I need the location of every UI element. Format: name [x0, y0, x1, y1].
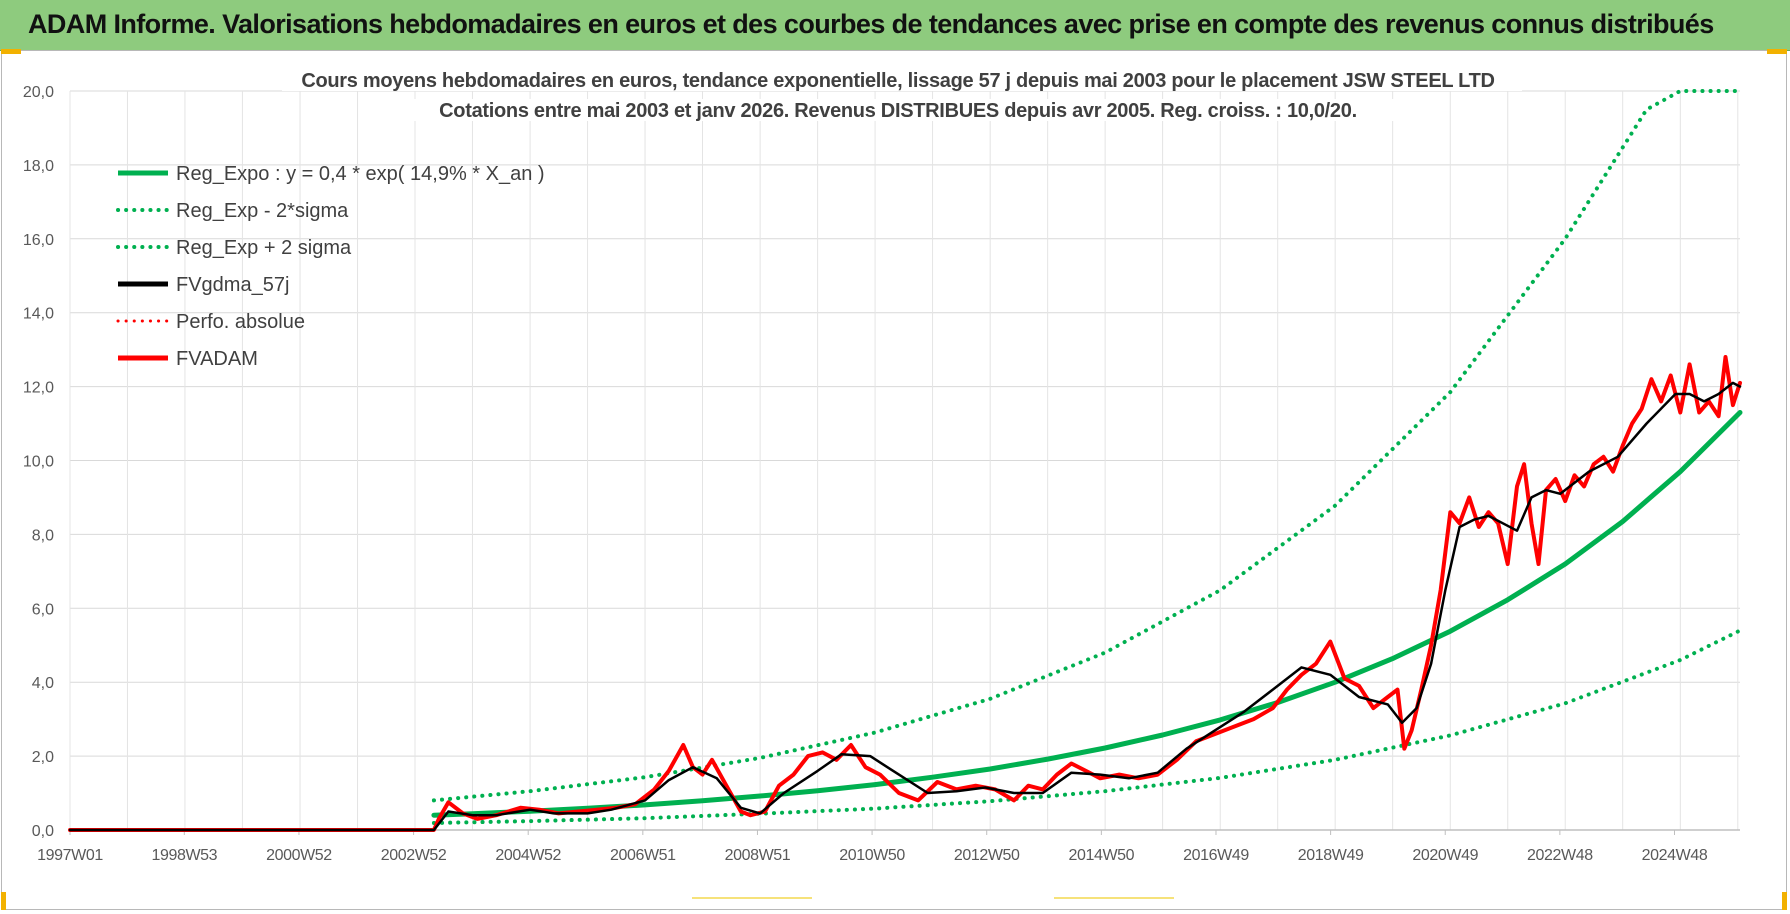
y-tick-label: 6,0 [32, 601, 54, 618]
y-tick-label: 18,0 [23, 158, 54, 175]
legend-label: FVgdma_57j [176, 274, 289, 296]
corner-mark-top-left [1, 49, 21, 54]
chart-titles: Cours moyens hebdomadaires en euros, ten… [282, 69, 1522, 122]
series-line [431, 410, 1743, 818]
legend-label: Reg_Expo : y = 0,4 * exp( 14,9% * X_an ) [176, 163, 545, 185]
y-tick-label: 16,0 [23, 232, 54, 249]
x-tick-label: 2024W48 [1642, 847, 1708, 864]
series-line [68, 355, 1742, 832]
y-tick-label: 20,0 [23, 84, 54, 101]
x-tick-label: 2020W49 [1412, 847, 1478, 864]
series-line [68, 381, 1742, 832]
x-tick-label: 2008W51 [725, 847, 791, 864]
legend-label: FVADAM [176, 348, 258, 370]
x-tick-label: 2014W50 [1068, 847, 1134, 864]
series-lines [68, 89, 1743, 832]
chart-title: Cours moyens hebdomadaires en euros, ten… [301, 70, 1494, 92]
chart-frame: 0,0 2,0 4,0 6,0 8,0 10,0 12,0 14,0 16,0 18,0 20,0 1… [1, 49, 1787, 910]
x-tick-label: 1998W53 [151, 847, 217, 864]
x-tick-label: 2004W52 [495, 847, 561, 864]
x-tick-label: 2006W51 [610, 847, 676, 864]
bottom-mark-2 [1054, 897, 1174, 899]
x-tick-label: 2016W49 [1183, 847, 1249, 864]
legend-label: Reg_Exp + 2 sigma [176, 237, 352, 259]
corner-mark-bottom-right [1782, 892, 1787, 910]
x-tick-label: 2018W49 [1298, 847, 1364, 864]
legend-label: Perfo. absolue [176, 311, 305, 333]
x-tick-label: 2022W48 [1527, 847, 1593, 864]
legend-label: Reg_Exp - 2*sigma [176, 200, 349, 222]
series-line [431, 89, 1742, 803]
x-tick-label: 2012W50 [954, 847, 1020, 864]
y-tick-label: 0,0 [32, 823, 54, 840]
line-chart: 0,0 2,0 4,0 6,0 8,0 10,0 12,0 14,0 16,0 18,0 20,0 1… [23, 69, 1743, 864]
corner-mark-top-right [1767, 49, 1787, 54]
y-tick-label: 14,0 [23, 306, 54, 323]
y-tick-label: 2,0 [32, 749, 54, 766]
corner-mark-bottom-left [1, 892, 6, 910]
x-tick-label: 2002W52 [381, 847, 447, 864]
series-line [431, 628, 1742, 825]
chart-subtitle: Cotations entre mai 2003 et janv 2026. R… [439, 100, 1357, 122]
x-tick-label: 2000W52 [266, 847, 332, 864]
x-tick-label: 2010W50 [839, 847, 905, 864]
y-tick-label: 10,0 [23, 454, 54, 471]
banner-title: ADAM Informe. Valorisations hebdomadaire… [28, 9, 1714, 39]
banner: ADAM Informe. Valorisations hebdomadaire… [0, 0, 1790, 51]
y-tick-label: 4,0 [32, 675, 54, 692]
x-tick-label: 1997W01 [37, 847, 103, 864]
y-tick-label: 8,0 [32, 527, 54, 544]
bottom-mark-1 [692, 897, 812, 899]
y-tick-label: 12,0 [23, 380, 54, 397]
legend: Reg_Expo : y = 0,4 * exp( 14,9% * X_an )… [116, 163, 545, 370]
